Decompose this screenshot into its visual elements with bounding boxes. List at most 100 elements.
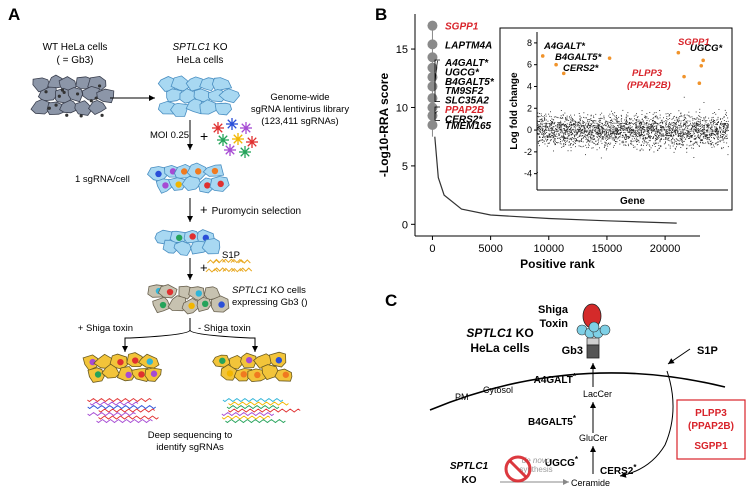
gene-point [598, 126, 600, 128]
gene-point [593, 135, 595, 137]
gene-point [723, 134, 724, 136]
gene-point [548, 128, 550, 129]
gene-point [666, 118, 668, 119]
gene-point [590, 123, 592, 124]
gene-point [636, 126, 638, 127]
gene-point [587, 137, 589, 139]
gene-point [653, 121, 655, 122]
gene-point [716, 131, 718, 133]
gene-point [570, 150, 572, 152]
gene-point [579, 140, 581, 142]
gene-point [541, 126, 543, 128]
gene-point [625, 138, 627, 140]
gene-point [710, 130, 712, 132]
gene-point [624, 126, 626, 128]
cell [199, 77, 216, 92]
gene-point [704, 117, 706, 119]
gene-point [591, 133, 593, 135]
gene-point [605, 131, 607, 133]
gene-point [691, 135, 693, 136]
gene-point [668, 132, 670, 133]
gene-point [569, 129, 571, 130]
gene-point [598, 118, 600, 119]
gene-point [554, 138, 556, 139]
gene-point [631, 143, 633, 145]
s1p-arrow [667, 348, 691, 365]
hit-point [682, 74, 686, 79]
inset-gene-label: PLPP3 [632, 68, 663, 79]
gene-point [573, 131, 575, 132]
gene-point [669, 145, 671, 147]
sgrna-dot [195, 290, 202, 297]
ko-label: KO [462, 475, 477, 486]
gene-point [698, 138, 700, 139]
gene-point [615, 136, 617, 138]
gene-point [617, 128, 618, 130]
gene-point [654, 122, 656, 124]
gene-point [687, 125, 689, 126]
gene-point [642, 138, 643, 140]
gene-point [616, 120, 617, 122]
gene-point [590, 134, 592, 136]
gene-point [550, 136, 551, 138]
gene-point [565, 124, 567, 126]
gene-point [623, 125, 625, 126]
gene-point [680, 112, 682, 114]
gene-point [712, 134, 714, 136]
gene-point [697, 132, 699, 134]
gene-point [564, 124, 566, 126]
gene-point [616, 121, 618, 123]
gene-point [624, 139, 626, 140]
gene-point [669, 128, 670, 130]
gene-point [575, 121, 577, 123]
gene-point [684, 134, 686, 135]
gene-point [569, 129, 571, 131]
gene-point [537, 132, 539, 134]
gene-point [570, 124, 572, 126]
gene-point [560, 141, 561, 142]
gene-point [715, 127, 717, 129]
gene-point [566, 141, 568, 143]
plasma-membrane [429, 372, 726, 411]
gene-point [564, 131, 566, 132]
gene-point [620, 128, 622, 129]
gene-point [714, 134, 715, 135]
gene-point [695, 130, 697, 132]
gene-point [628, 122, 630, 124]
gene-point [606, 121, 608, 123]
gene-point [719, 127, 721, 129]
gene-point [698, 129, 699, 131]
gene-point [726, 125, 728, 127]
gene-point [615, 136, 617, 138]
gene-point [640, 133, 642, 135]
gene-point [665, 138, 666, 140]
gene-point [614, 130, 616, 131]
gene-point [597, 130, 599, 132]
gene-point [602, 127, 604, 129]
gene-point [567, 150, 569, 152]
gene-point [542, 132, 544, 134]
gene-point [655, 116, 656, 117]
gene-point [580, 134, 582, 136]
gene-point [694, 127, 696, 128]
gene-point [655, 121, 656, 123]
gb3-dot [97, 84, 102, 88]
gene-point [558, 122, 559, 124]
gene-point [676, 120, 678, 122]
gene-point [609, 129, 610, 131]
gene-point [659, 114, 661, 116]
gene-point [676, 129, 678, 131]
gene-point [665, 133, 667, 134]
gene-point [649, 126, 651, 128]
gene-point [689, 135, 691, 137]
gene-point [663, 138, 665, 140]
gene-point [666, 135, 667, 136]
gene-point [595, 140, 597, 142]
gene-point [660, 126, 662, 127]
gene-point [670, 124, 672, 126]
gene-point [674, 119, 676, 121]
gene-point [688, 133, 690, 135]
gene-point [638, 122, 640, 124]
gene-point [615, 116, 617, 118]
gene-point [597, 143, 599, 145]
